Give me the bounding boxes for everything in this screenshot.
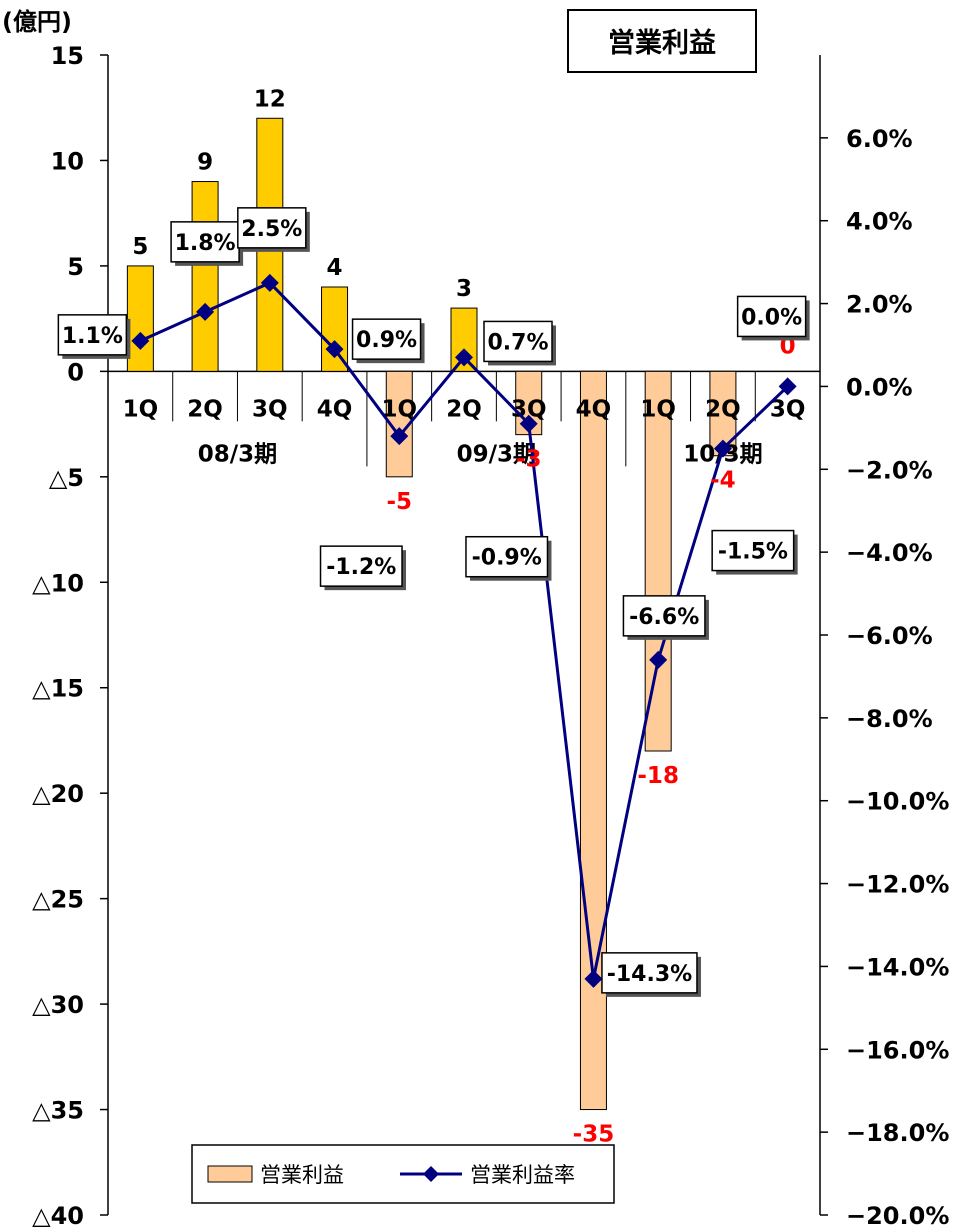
right-axis-tick-label: −20.0% xyxy=(846,1202,949,1230)
bar-value-label: -5 xyxy=(386,489,412,515)
ratio-label-box xyxy=(57,314,128,356)
data-labels-layer: 5 9 12 4 -5 3 -3 -35 -18 -4 0 1.1% 1.8%2.5% 0.9% -1.2%… xyxy=(57,86,810,1148)
bar-value-label: -4 xyxy=(710,468,736,494)
left-axis-tick-label: △25 xyxy=(32,886,84,914)
ratio-label-box xyxy=(711,529,795,572)
ratio-marker xyxy=(325,340,344,359)
left-axis-tick-label: 15 xyxy=(51,42,84,70)
right-axis-tick-label: −6.0% xyxy=(846,622,933,650)
bar-value-label: 3 xyxy=(456,276,472,302)
ratio-marker xyxy=(649,650,668,669)
ratio-label: 0.9% xyxy=(356,328,417,353)
y-unit-label: (億円) xyxy=(2,8,72,36)
right-axis-tick-label: 0.0% xyxy=(846,373,913,401)
ratio-label: -14.3% xyxy=(607,962,692,987)
category-label: 4Q xyxy=(576,396,612,422)
ratio-label: 0.7% xyxy=(487,330,548,355)
legend-label-ratio: 営業利益率 xyxy=(470,1163,575,1187)
ratio-label: 1.8% xyxy=(175,231,236,256)
ratio-label-box xyxy=(483,320,553,363)
bar-operating-profit xyxy=(644,370,672,752)
ratio-marker xyxy=(260,273,279,292)
axes-layer: 15 10 5 0 △5 △10 △15 △20 △25 △30 △35 △40 6.0% 4.0% 2.0… xyxy=(32,42,949,1230)
ratio-label: -0.9% xyxy=(472,546,542,571)
right-axis-tick-label: −10.0% xyxy=(846,788,949,816)
period-label: 08/3期 xyxy=(198,441,277,467)
bar-value-label: 4 xyxy=(327,255,343,281)
right-axis-tick-label: −12.0% xyxy=(846,871,949,899)
right-axis-tick-label: 2.0% xyxy=(846,291,913,319)
ratio-label: 1.1% xyxy=(62,324,123,349)
left-axis-tick-label: △10 xyxy=(32,569,84,597)
ratio-marker xyxy=(713,439,732,458)
ratio-label-box xyxy=(237,207,307,249)
right-axis-tick-label: −18.0% xyxy=(846,1119,949,1147)
left-axis-tick-label: △40 xyxy=(32,1202,84,1230)
right-axis-tick-label: −2.0% xyxy=(846,456,933,484)
ratio-marker xyxy=(778,377,797,396)
bar-value-label: -35 xyxy=(573,1122,615,1148)
bar-operating-profit xyxy=(191,181,219,372)
right-axis-tick-label: 6.0% xyxy=(846,125,913,153)
category-label: 4Q xyxy=(317,396,353,422)
category-label: 1Q xyxy=(640,396,676,422)
bar-value-label: 9 xyxy=(197,150,213,176)
ratio-marker xyxy=(131,331,150,350)
bar-operating-profit xyxy=(321,286,349,372)
ratio-label-box xyxy=(622,595,706,637)
bar-value-label: -3 xyxy=(516,447,542,473)
category-label: 2Q xyxy=(446,396,482,422)
left-axis-tick-label: △5 xyxy=(49,464,84,492)
bar-value-label: -18 xyxy=(637,763,679,789)
ratio-marker xyxy=(196,302,215,321)
ratio-label: -1.5% xyxy=(718,540,788,565)
bar-operating-profit xyxy=(579,370,607,1111)
ratio-label-box xyxy=(601,952,698,994)
ratio-marker xyxy=(584,969,603,988)
category-label: 3Q xyxy=(770,396,806,422)
category-label: 1Q xyxy=(123,396,159,422)
ratio-label-box xyxy=(319,545,403,587)
chart-title: 営業利益 xyxy=(608,27,716,59)
ratio-label-box xyxy=(351,318,422,360)
right-axis-tick-label: −16.0% xyxy=(846,1036,949,1064)
legend-diamond-marker xyxy=(423,1166,439,1182)
right-axis-tick-label: −4.0% xyxy=(846,539,933,567)
bar-value-label: 12 xyxy=(254,86,286,112)
right-axis-tick-label: 4.0% xyxy=(846,208,913,236)
legend: 営業利益 営業利益率 xyxy=(191,1144,615,1204)
legend-label-profit: 営業利益 xyxy=(260,1163,344,1187)
ratio-line-layer xyxy=(131,273,797,988)
ratio-label: 0.0% xyxy=(741,305,802,330)
right-axis-tick-label: −8.0% xyxy=(846,705,933,733)
ratio-label: -1.2% xyxy=(326,555,396,580)
right-axis-tick-label: −14.0% xyxy=(846,953,949,981)
left-axis-tick-label: 0 xyxy=(67,358,84,386)
left-axis-tick-label: 10 xyxy=(51,147,84,175)
category-label: 2Q xyxy=(187,396,223,422)
ratio-marker xyxy=(519,414,538,433)
ratio-label: -6.6% xyxy=(629,605,699,630)
category-label: 2Q xyxy=(705,396,741,422)
ratio-label-box xyxy=(736,295,807,338)
ratio-marker xyxy=(390,427,409,446)
bar-value-label: 5 xyxy=(132,234,148,260)
ratio-label-box xyxy=(170,221,240,263)
left-axis-tick-label: △30 xyxy=(32,991,84,1019)
period-label: 09/3期 xyxy=(457,441,536,467)
ratio-label: 2.5% xyxy=(241,217,302,242)
bar-operating-profit xyxy=(126,265,154,372)
legend-bar-swatch xyxy=(207,1165,253,1183)
left-axis-tick-label: △35 xyxy=(32,1097,84,1125)
ratio-marker xyxy=(455,348,473,367)
left-axis-tick-label: △15 xyxy=(32,675,84,703)
left-axis-tick-label: △20 xyxy=(32,780,84,808)
left-axis-tick-label: 5 xyxy=(67,253,84,281)
ratio-label-box xyxy=(465,535,549,578)
chart-title-box: 営業利益 xyxy=(567,9,757,73)
category-label: 3Q xyxy=(252,396,288,422)
